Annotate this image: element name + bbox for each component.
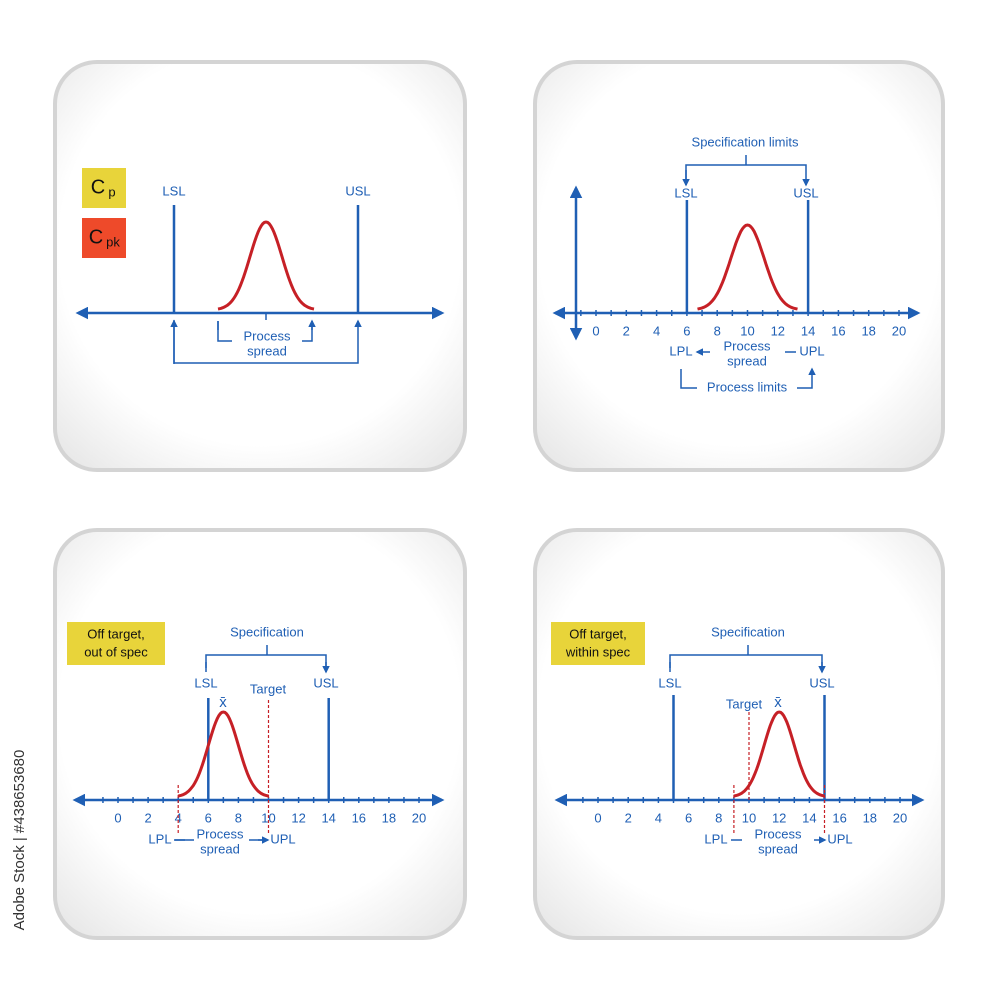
- bracket: [680, 378, 813, 389]
- tick-label: 14: [321, 810, 335, 825]
- tick-label: 20: [893, 810, 907, 825]
- lsl-label: LSL: [194, 675, 217, 690]
- panel-4: Off target, within spec Specification LS…: [551, 622, 853, 856]
- panel-box: [53, 60, 467, 472]
- upl-label: UPL: [270, 831, 295, 846]
- tick-label: 16: [832, 810, 846, 825]
- tick-label: 6: [205, 810, 212, 825]
- tick-label: 10: [742, 810, 756, 825]
- mean-label: x̄: [774, 694, 782, 711]
- bell-curve: [217, 220, 315, 311]
- tick-label: 8: [235, 810, 242, 825]
- bracket: [205, 654, 327, 668]
- bracket: [217, 321, 312, 330]
- upl-label: UPL: [827, 831, 852, 846]
- tick-label: 12: [772, 810, 786, 825]
- tick-label: 2: [625, 810, 632, 825]
- mean-label: x̄: [219, 694, 227, 711]
- title: Specification: [711, 624, 785, 639]
- tick-label: 4: [655, 810, 662, 825]
- spread-label: Process: [755, 826, 802, 841]
- title: Specification limits: [692, 134, 799, 149]
- tick-label: 20: [412, 810, 426, 825]
- panel-box: [53, 528, 467, 940]
- badge: [67, 622, 165, 665]
- bell-curve: [177, 710, 269, 798]
- tick-label: 6: [683, 323, 690, 338]
- arrow: [669, 662, 822, 672]
- limits-label: Process limits: [707, 379, 788, 394]
- lsl-label: LSL: [674, 185, 697, 200]
- tick-label: 10: [740, 323, 754, 338]
- tick-label: 20: [892, 323, 906, 338]
- lpl-label: LPL: [148, 831, 171, 846]
- badge-sub: p: [108, 184, 115, 199]
- spread-label: Process: [197, 826, 244, 841]
- panel-3: Off target, out of spec Specification LS…: [67, 622, 339, 856]
- panel-box: [533, 528, 945, 940]
- upl-label: UPL: [799, 343, 824, 358]
- spread-label: Process: [724, 338, 771, 353]
- badge-text: within spec: [565, 644, 631, 659]
- badge-text: Off target,: [87, 626, 145, 641]
- tick-label: 14: [801, 323, 815, 338]
- badge: [551, 622, 645, 665]
- tick-label: 18: [861, 323, 875, 338]
- tick-label: 4: [653, 323, 660, 338]
- spread-label: spread: [758, 841, 798, 856]
- tick-label: 0: [594, 810, 601, 825]
- tick-label: 12: [771, 323, 785, 338]
- panel-box: [533, 60, 945, 472]
- badge: [82, 168, 126, 208]
- tick-label: 8: [715, 810, 722, 825]
- usl-label: USL: [809, 675, 834, 690]
- badge-text: out of spec: [84, 644, 148, 659]
- lsl-label: LSL: [162, 183, 185, 198]
- tick-label: 18: [382, 810, 396, 825]
- tick-label: 14: [802, 810, 816, 825]
- tick-label: 8: [714, 323, 721, 338]
- usl-label: USL: [345, 183, 370, 198]
- badge-main: C: [91, 176, 105, 198]
- tick-label: 12: [291, 810, 305, 825]
- badge-main: C: [89, 226, 103, 248]
- arrow: [680, 369, 812, 378]
- spread-label: spread: [727, 353, 767, 368]
- lpl-label: LPL: [669, 343, 692, 358]
- bracket: [170, 319, 362, 364]
- bracket: [669, 654, 823, 668]
- usl-label: USL: [793, 185, 818, 200]
- tick-label: 0: [114, 810, 121, 825]
- spread-label: spread: [200, 841, 240, 856]
- badge-text: Off target,: [569, 626, 627, 641]
- spread-label: spread: [247, 343, 287, 358]
- badge: [82, 218, 126, 258]
- panel-2: Specification limits LSL USL LPL Process…: [569, 134, 825, 394]
- badge-sub: pk: [106, 234, 120, 249]
- bell-curve: [697, 223, 798, 311]
- watermark: Adobe Stock | #438653680: [11, 750, 28, 931]
- lpl-label: LPL: [704, 831, 727, 846]
- target-label: Target: [726, 696, 763, 711]
- title: Specification: [230, 624, 304, 639]
- tick-label: 2: [623, 323, 630, 338]
- tick-label: 18: [863, 810, 877, 825]
- tick-label: 2: [144, 810, 151, 825]
- tick-label: 0: [592, 323, 599, 338]
- tick-label: 6: [685, 810, 692, 825]
- spread-label: Process: [244, 328, 291, 343]
- usl-label: USL: [313, 675, 338, 690]
- arrow: [205, 662, 326, 672]
- tick-label: 16: [352, 810, 366, 825]
- bell-curve: [733, 710, 825, 798]
- tick-label: 16: [831, 323, 845, 338]
- panel-1: C p C pk LSL USL Process spread: [75, 168, 445, 364]
- lsl-label: LSL: [658, 675, 681, 690]
- target-label: Target: [250, 681, 287, 696]
